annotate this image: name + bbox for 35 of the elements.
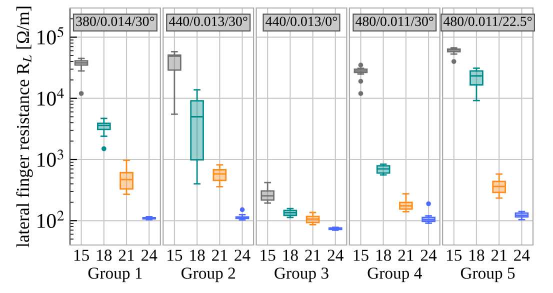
x-tick-label: 15	[447, 250, 462, 261]
chart-title: 480/0.011/30°	[356, 16, 434, 26]
x-tick-label: 18	[470, 250, 484, 261]
x-tick-label: 15	[168, 250, 182, 261]
x-axis-title: Group 1	[88, 268, 142, 282]
x-tick-label: 21	[212, 250, 227, 261]
x-axis-title: Group 4	[368, 268, 422, 282]
x-tick-label: 15	[74, 250, 89, 261]
x-tick-label: 15	[354, 250, 368, 261]
x-tick-label: 24	[142, 250, 158, 261]
y-tick-label: 10$^{5}$	[38, 26, 64, 44]
chart-title: 440/0.013/0°	[266, 16, 337, 26]
y-tick-label: 10$^{2}$	[38, 210, 64, 228]
x-tick-label: 15	[260, 250, 276, 261]
chart-title: 440/0.013/30°	[169, 16, 248, 26]
x-tick-label: 21	[118, 250, 134, 261]
x-tick-label: 24	[328, 250, 344, 261]
x-tick-label: 18	[190, 250, 205, 261]
x-tick-label: 21	[491, 250, 506, 261]
x-axis-title: Group 2	[182, 268, 235, 282]
x-tick-label: 18	[97, 250, 112, 261]
x-tick-label: 21	[398, 250, 414, 261]
y-axis-title: lateral finger resistance R$_{L}$ [Ω/m]	[16, 6, 33, 248]
x-tick-label: 21	[305, 250, 320, 261]
x-tick-label: 18	[376, 250, 392, 261]
x-axis-title: Group 5	[460, 268, 515, 282]
chart-title: 480/0.011/22.5°	[443, 16, 532, 26]
chart-title: 380/0.014/30°	[76, 16, 154, 26]
x-tick-label: 24	[514, 250, 530, 261]
x-tick-label: 24	[234, 250, 250, 261]
x-axis-title: Group 3	[274, 268, 328, 282]
x-tick-label: 18	[283, 250, 298, 261]
y-tick-label: 10$^{3}$	[38, 149, 64, 167]
x-tick-label: 24	[420, 250, 437, 261]
y-tick-label: 10$^{4}$	[38, 88, 64, 106]
